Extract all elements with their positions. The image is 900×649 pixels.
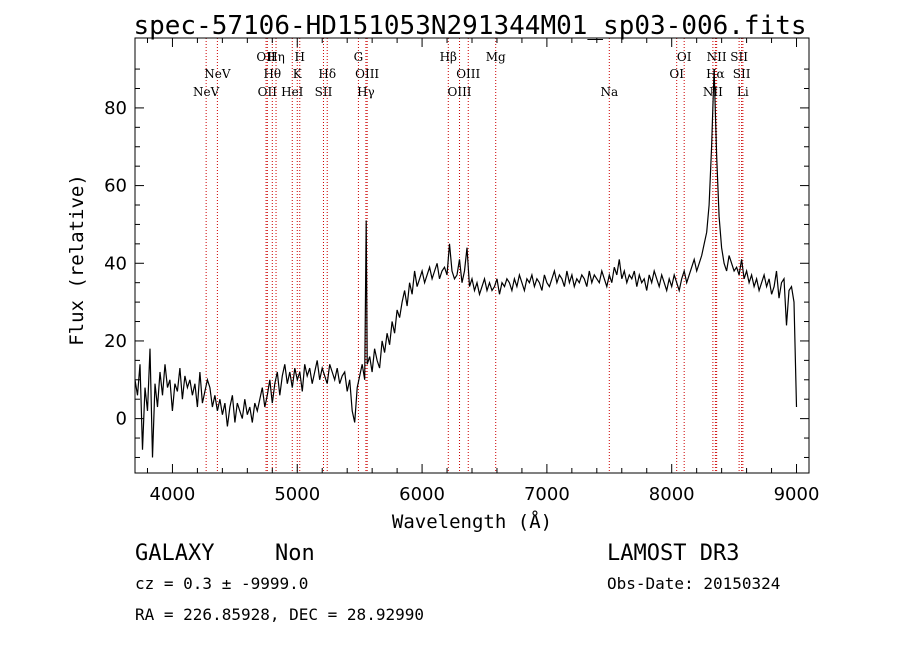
- obs-date-text: Obs-Date: 20150324: [607, 574, 780, 593]
- spectral-line-label: Hα: [706, 67, 725, 81]
- spectral-line-label: OIII: [447, 85, 471, 99]
- spectral-line-label: OI: [669, 67, 684, 81]
- spectral-line-label: OIII: [456, 67, 480, 81]
- spectral-line-label: Mg: [486, 50, 506, 64]
- x-tick-label: 5000: [274, 484, 320, 505]
- spectral-line-label: SII: [315, 85, 333, 99]
- spectral-line-label: Hβ: [440, 50, 457, 64]
- spectral-line-label: NeV: [204, 67, 231, 81]
- spectral-line-label: Hθ: [263, 67, 281, 81]
- spectrum-line: [134, 69, 798, 458]
- spectral-line-label: HeI: [281, 85, 304, 99]
- spectral-line-label: OIII: [355, 67, 379, 81]
- spectral-line-label: SII: [730, 50, 748, 64]
- x-tick-label: 4000: [150, 484, 196, 505]
- y-tick-label: 60: [104, 176, 127, 197]
- object-subclass: Non: [275, 541, 315, 566]
- spectral-line-label: SII: [733, 67, 751, 81]
- x-tick-label: 6000: [399, 484, 445, 505]
- spectral-line-label: NII: [707, 50, 727, 64]
- spectral-line-markers: [205, 38, 744, 473]
- x-axis-title: Wavelength (Å): [392, 510, 552, 533]
- spectral-line-label: H: [295, 50, 305, 64]
- y-tick-label: 40: [104, 253, 127, 274]
- plot-frame: [134, 37, 810, 474]
- y-tick-label: 20: [104, 331, 127, 352]
- spectral-line-label: K: [293, 67, 303, 81]
- spectral-line-label: Li: [737, 85, 749, 99]
- object-class: GALAXY: [135, 541, 214, 566]
- spectral-line-label: G: [354, 50, 364, 64]
- spectral-line-label: OII: [258, 85, 278, 99]
- chart-title: spec-57106-HD151053N291344M01_sp03-006.f…: [133, 11, 806, 41]
- y-tick-label: 80: [104, 98, 127, 119]
- x-tick-label: 9000: [774, 484, 820, 505]
- spectral-line-label: Hη: [267, 50, 285, 64]
- spectral-line-label: OII: [256, 50, 276, 64]
- x-tick-label: 7000: [524, 484, 570, 505]
- x-axis-ticks: 4000 5000 6000 7000 8000 9000: [146, 38, 820, 505]
- x-tick-label: 8000: [649, 484, 695, 505]
- spectrum-series: [134, 69, 798, 458]
- spectral-line-label: OI: [677, 50, 692, 64]
- spectral-line-label: Hγ: [357, 85, 375, 99]
- y-axis-title: Flux (relative): [66, 174, 88, 346]
- coordinates-text: RA = 226.85928, DEC = 28.92990: [135, 605, 424, 624]
- spectral-line-label: Na: [600, 85, 618, 99]
- spectral-line-label: NeV: [193, 85, 220, 99]
- y-axis-ticks: 0 20 40 60 80: [104, 68, 809, 458]
- redshift-text: cz = 0.3 ± -9999.0: [135, 574, 308, 593]
- survey-label: LAMOST DR3: [607, 541, 739, 566]
- spectral-line-label: Hδ: [318, 67, 336, 81]
- y-tick-label: 0: [116, 409, 127, 430]
